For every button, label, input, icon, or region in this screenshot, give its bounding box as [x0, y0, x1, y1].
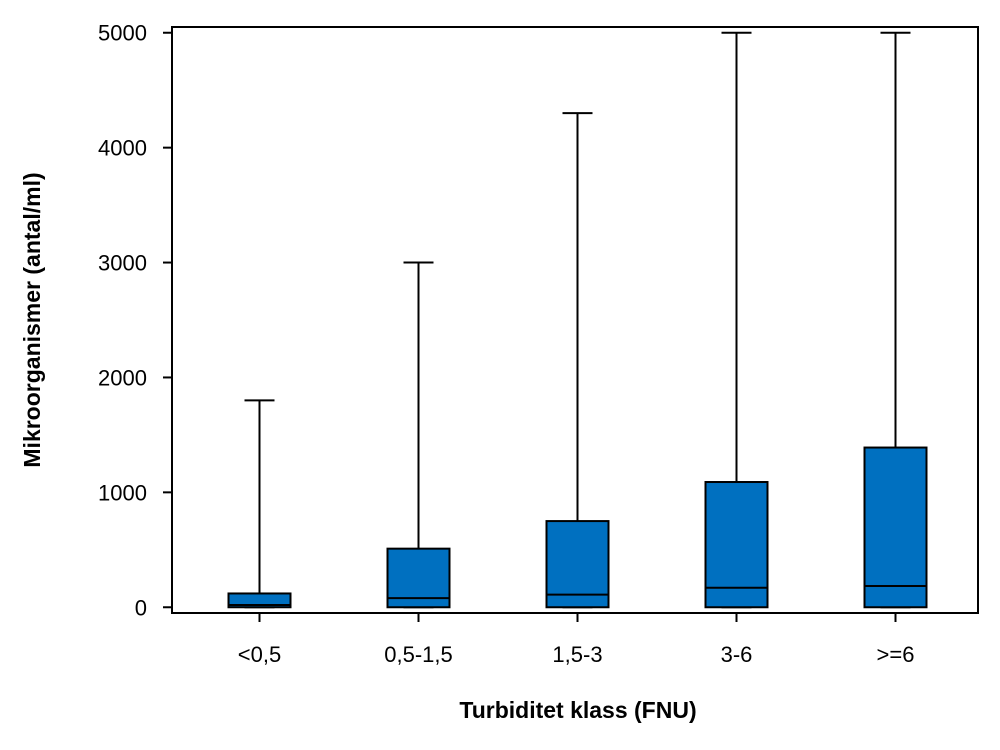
box-4	[863, 31, 928, 609]
box-iqr	[704, 481, 769, 609]
box-2	[545, 112, 610, 609]
box-1	[386, 261, 451, 609]
box-iqr	[863, 446, 928, 609]
x-tick-label: 0,5-1,5	[384, 642, 453, 667]
y-tick-label: 3000	[98, 251, 147, 276]
box-iqr	[545, 520, 610, 609]
y-tick-label: 2000	[98, 365, 147, 390]
x-tick-label: <0,5	[238, 642, 281, 667]
x-tick-label: 1,5-3	[552, 642, 602, 667]
x-axis: <0,5 0,5-1,5 1,5-3 3-6 >=6	[238, 613, 915, 667]
y-axis-title: Mikroorganismer (antal/ml)	[19, 172, 45, 467]
plot-frame	[171, 26, 979, 614]
x-tick-label: >=6	[877, 642, 915, 667]
y-tick-label: 0	[135, 595, 147, 620]
x-tick-label: 3-6	[721, 642, 753, 667]
box-0	[227, 399, 292, 609]
y-tick-label: 4000	[98, 136, 147, 161]
box-3	[704, 31, 769, 609]
y-tick-label: 5000	[98, 21, 147, 46]
box-iqr	[227, 592, 292, 609]
y-axis: 0 1000 2000 3000 4000 5000	[98, 21, 172, 620]
y-tick-label: 1000	[98, 480, 147, 505]
x-axis-title: Turbiditet klass (FNU)	[459, 697, 696, 723]
boxes	[227, 31, 928, 609]
